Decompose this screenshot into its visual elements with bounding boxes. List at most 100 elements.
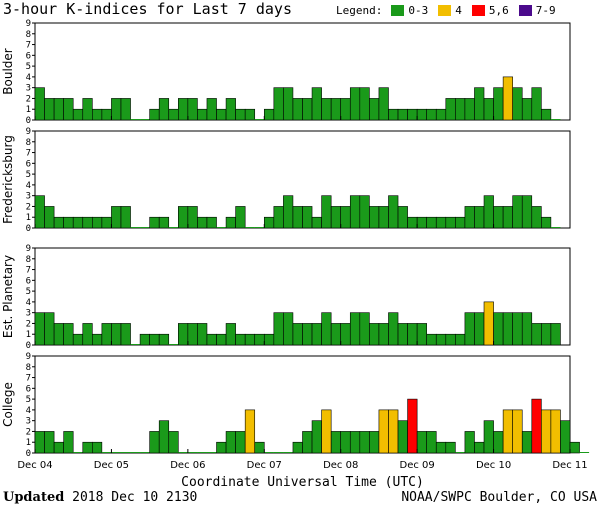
bar (426, 333, 437, 346)
bar (111, 323, 122, 346)
y-tick-label: 3 (26, 309, 31, 319)
y-tick-label: 4 (26, 73, 31, 83)
bar (225, 431, 236, 454)
bar (168, 344, 179, 345)
y-tick-label: 7 (26, 374, 31, 384)
bar (158, 333, 170, 346)
bar (435, 216, 447, 229)
y-tick-label: 4 (26, 298, 31, 308)
bar (369, 323, 380, 346)
bar (254, 227, 265, 228)
bar (493, 87, 504, 121)
bar (82, 216, 93, 229)
legend-label: Legend: (336, 3, 383, 17)
bar (455, 452, 465, 453)
bar (130, 227, 141, 228)
bar (407, 323, 418, 346)
bar (521, 312, 533, 346)
bar (502, 206, 513, 229)
bar (378, 206, 389, 229)
bar (541, 323, 552, 346)
x-tick-label: Dec 05 (94, 460, 129, 471)
bar (235, 108, 246, 121)
bar (73, 452, 83, 453)
bar (369, 431, 380, 454)
bar (197, 452, 207, 453)
y-tick-label: 7 (26, 266, 31, 276)
bar (445, 333, 456, 346)
bar (388, 312, 399, 346)
y-tick-label: 7 (26, 41, 31, 51)
bar (330, 98, 342, 121)
bar (388, 108, 399, 121)
bar (302, 206, 313, 229)
bar (330, 323, 342, 346)
bar (416, 431, 427, 454)
bar (34, 195, 45, 229)
legend-text-5-6: 5,6 (488, 3, 509, 17)
y-tick-label: 7 (26, 149, 31, 159)
bar (455, 216, 466, 229)
bar (483, 98, 494, 121)
bar (560, 420, 571, 454)
bar (206, 216, 217, 229)
updated-line: Updated 2018 Dec 10 2130 (3, 490, 197, 505)
bar (311, 216, 322, 229)
bar (206, 98, 217, 121)
bar (502, 312, 513, 346)
bar (120, 452, 131, 453)
y-tick-label: 8 (26, 363, 31, 373)
bar (311, 420, 322, 454)
bar (92, 108, 103, 121)
y-tick-label: 0 (26, 449, 31, 459)
bar (130, 119, 141, 120)
bar (474, 206, 485, 229)
panel-label: College (1, 382, 15, 427)
bar (407, 216, 418, 229)
bar (283, 452, 293, 453)
bar (111, 98, 122, 121)
bar (388, 409, 399, 454)
bar (101, 452, 112, 453)
x-tick-label: Dec 09 (400, 460, 435, 471)
y-tick-label: 0 (26, 116, 31, 126)
bar (216, 108, 227, 121)
bar (378, 409, 389, 454)
bar (283, 195, 294, 229)
bar (44, 98, 55, 121)
bar (349, 195, 361, 229)
legend-text-4: 4 (455, 3, 462, 17)
bar (455, 98, 466, 121)
bar (120, 98, 131, 121)
y-tick-label: 6 (26, 384, 31, 394)
y-tick-label: 6 (26, 276, 31, 286)
bar (235, 431, 246, 454)
bar (464, 98, 475, 121)
bar (474, 312, 485, 346)
bar (359, 431, 370, 454)
bar (273, 312, 284, 346)
bar (512, 195, 523, 229)
bar (225, 216, 236, 229)
y-tick-label: 6 (26, 159, 31, 169)
bar (493, 312, 504, 346)
bar (474, 87, 485, 121)
bar (149, 108, 160, 121)
y-tick-label: 9 (26, 244, 31, 254)
bar (550, 227, 561, 228)
credit: NOAA/SWPC Boulder, CO USA (401, 490, 597, 505)
bar (111, 452, 121, 453)
bar (158, 420, 170, 454)
bar (283, 87, 294, 121)
y-tick-label: 8 (26, 30, 31, 40)
bar (140, 452, 150, 453)
bar (340, 206, 351, 229)
bar (531, 206, 542, 229)
bar (63, 98, 74, 121)
bar (512, 87, 523, 121)
bar (378, 87, 389, 121)
bar (225, 323, 236, 346)
x-axis-label: Coordinate Universal Time (UTC) (181, 475, 424, 490)
